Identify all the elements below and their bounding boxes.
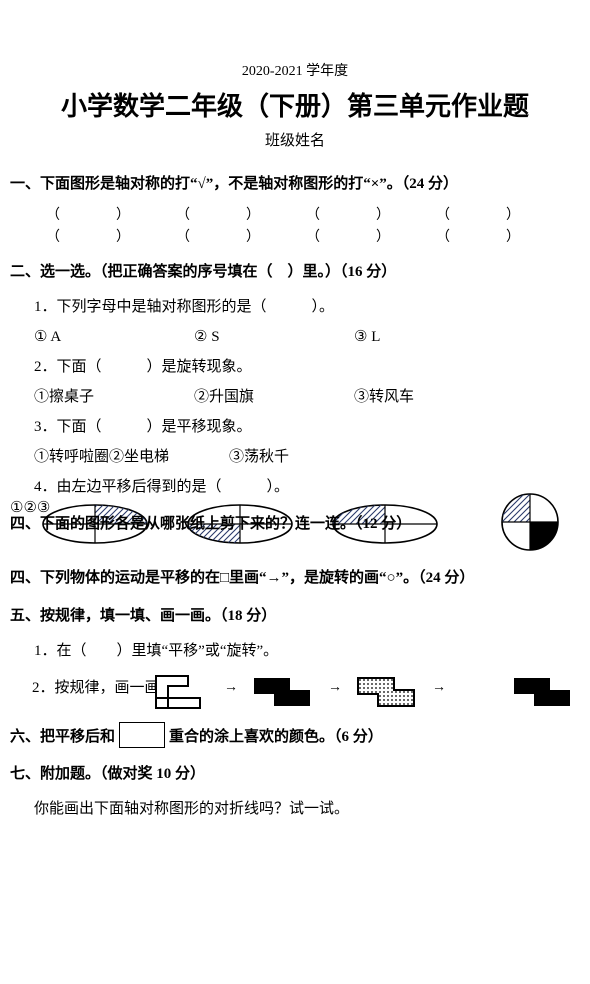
- section-7-head: 七、附加题。（做对奖 10 分）: [10, 762, 580, 786]
- blank-cell: （ ）: [436, 226, 566, 246]
- s6-pre: 六、把平移后和: [10, 725, 115, 746]
- blank-cell: （ ）: [436, 204, 566, 224]
- opt-flag: ②升国旗: [194, 382, 354, 412]
- blank-cell: （ ）: [46, 204, 176, 224]
- s2-q2: 2．下面（ ）是旋转现象。: [34, 352, 580, 382]
- s2-q3-opts: ①转呼啦圈②坐电梯 ③荡秋千: [34, 442, 580, 472]
- circle-icon: [490, 492, 570, 552]
- s5-q1: 1．在（ ）里填“平移”或“旋转”。: [34, 636, 580, 666]
- shape-sequence-row: 2．按规律，画一画。 → → →: [10, 668, 580, 712]
- section-5-head: 五、按规律，填一填、画一画。（18 分）: [10, 604, 580, 628]
- blank-box-icon: [119, 722, 165, 748]
- opt-wipe: ①擦桌子: [34, 382, 194, 412]
- s7-body: 你能画出下面轴对称图形的对折线吗？试一试。: [34, 794, 580, 824]
- section-1-head: 一、下面图形是轴对称的打“√”，不是轴对称图形的打“×”。（24 分）: [10, 172, 580, 196]
- arrow-icon: →: [432, 680, 446, 696]
- opt-windmill: ③转风车: [354, 382, 514, 412]
- z-shape-hatch-icon: [354, 674, 424, 710]
- s2-q1: 1．下列字母中是轴对称图形的是（ ）。: [34, 292, 580, 322]
- section-1-row-2: （ ） （ ） （ ） （ ）: [46, 226, 580, 246]
- diagram-row: ①②③: [10, 498, 580, 552]
- class-name-line: 班级姓名: [10, 129, 580, 150]
- blank-cell: （ ）: [176, 226, 306, 246]
- blank-cell: （ ）: [306, 204, 436, 224]
- arrow-icon: →: [328, 680, 342, 696]
- z-shape-solid-icon: [250, 674, 320, 710]
- s2-q3: 3．下面（ ）是平移现象。: [34, 412, 580, 442]
- section-6-head: 六、把平移后和 重合的涂上喜欢的颜色。（6 分）: [10, 722, 580, 748]
- s2-q1-opts: ① A ② S ③ L: [34, 322, 580, 352]
- z-shape-solid-icon: [510, 674, 580, 710]
- s6-post: 重合的涂上喜欢的颜色。（6 分）: [169, 725, 383, 746]
- blank-cell: （ ）: [176, 204, 306, 224]
- blank-cell: （ ）: [46, 226, 176, 246]
- z-shape-icon: [154, 674, 214, 710]
- s2-q2-opts: ①擦桌子 ②升国旗 ③转风车: [34, 382, 580, 412]
- section-4a-head: 四、下面的图形各是从哪张纸上剪下来的？连一连。（12 分）: [10, 512, 411, 533]
- opt-l: ③ L: [354, 322, 514, 352]
- section-1-row-1: （ ） （ ） （ ） （ ）: [46, 204, 580, 224]
- blank-cell: （ ）: [306, 226, 436, 246]
- opt-s: ② S: [194, 322, 354, 352]
- arrow-icon: →: [224, 680, 238, 696]
- year-line: 2020-2021 学年度: [10, 60, 580, 80]
- opt-a: ① A: [34, 322, 194, 352]
- page-title: 小学数学二年级（下册）第三单元作业题: [10, 86, 580, 123]
- section-4b-head: 四、下列物体的运动是平移的在□里画“→”，是旋转的画“○”。（24 分）: [10, 566, 580, 590]
- section-2-head: 二、选一选。（把正确答案的序号填在（ ）里。）（16 分）: [10, 260, 580, 284]
